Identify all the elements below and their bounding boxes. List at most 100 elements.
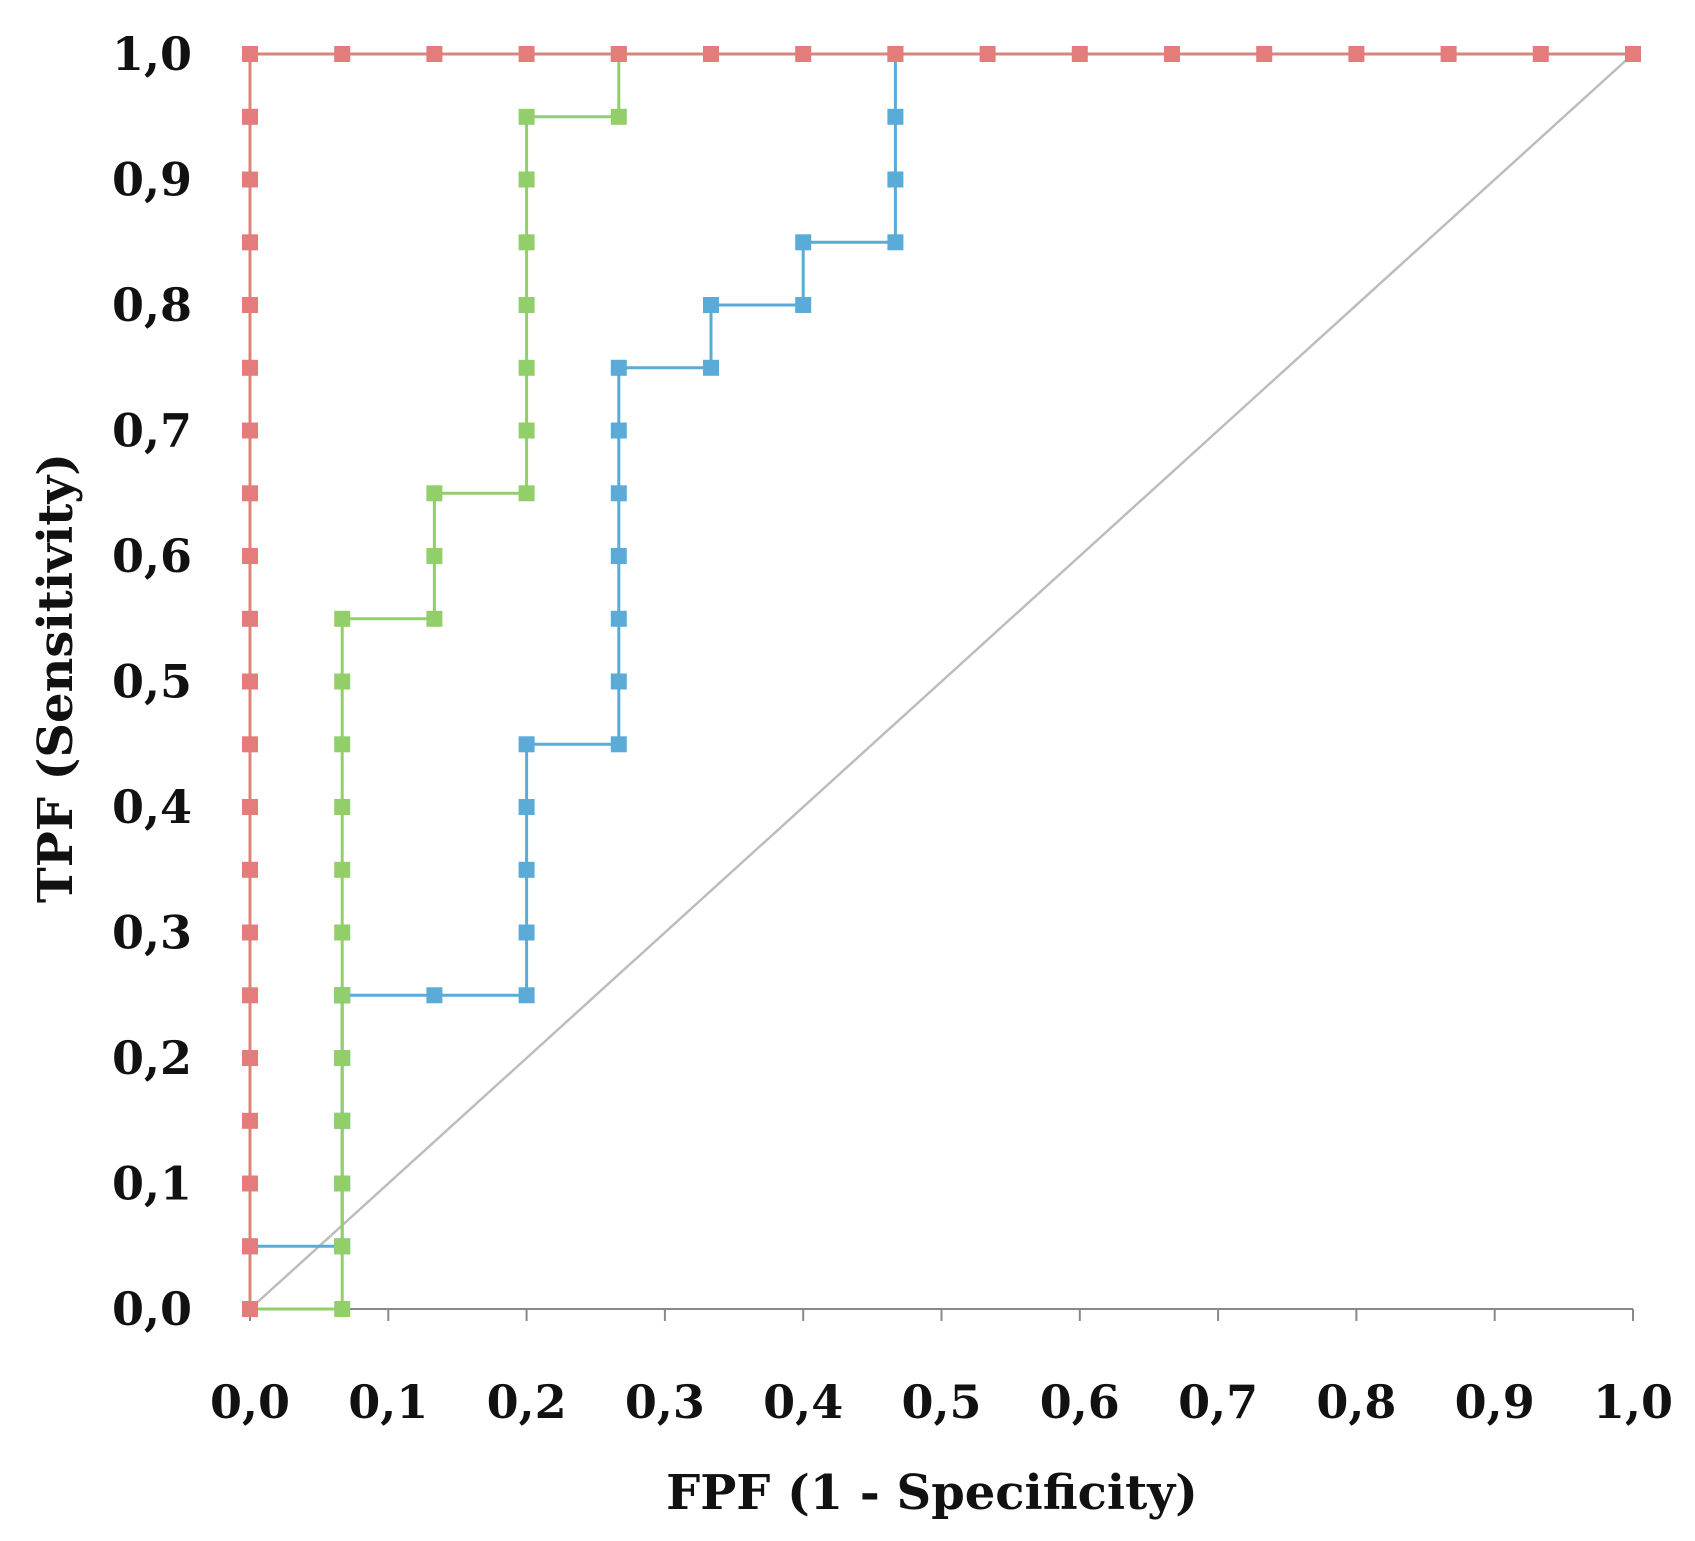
- series-point-green: [334, 1238, 351, 1255]
- series-point-green: [334, 1175, 351, 1192]
- x-tick-label: 0,7: [1178, 1375, 1258, 1429]
- series-point-red: [610, 46, 627, 62]
- series-point-green: [334, 1301, 351, 1317]
- series-point-green: [518, 359, 535, 376]
- y-tick-label: 1,0: [112, 27, 192, 81]
- series-point-red: [242, 736, 258, 753]
- series-point-blue: [887, 234, 904, 251]
- y-tick-label: 0,5: [112, 655, 192, 709]
- y-tick-label: 0,4: [112, 780, 192, 834]
- series-point-red: [979, 46, 996, 62]
- series-point-red: [242, 422, 258, 439]
- series-point-green: [518, 234, 535, 251]
- series-point-red: [242, 987, 258, 1004]
- tick-labels: 0,0 0,1 0,2 0,3 0,4 0,5 0,6 0,7 0,8 0,9 1,0 0,0 0,1 0…: [112, 27, 1673, 1429]
- series-point-red: [242, 610, 258, 627]
- series-point-red: [242, 548, 258, 564]
- x-tick-label: 0,8: [1316, 1375, 1396, 1429]
- series-line-red: [248, 52, 1633, 1309]
- series-point-blue: [610, 610, 627, 627]
- series-point-blue: [703, 297, 719, 313]
- y-tick-label: 0,9: [112, 153, 192, 207]
- x-tick-label: 0,1: [348, 1375, 428, 1429]
- axes: [249, 54, 1634, 1321]
- series-point-red: [242, 799, 258, 815]
- series-point-blue: [610, 422, 627, 439]
- series-point-blue: [610, 359, 627, 376]
- series-point-red: [242, 861, 258, 878]
- series-point-red: [242, 1301, 258, 1317]
- y-axis-title: TPF (Sensitivity): [28, 453, 84, 903]
- series-point-blue: [518, 799, 535, 815]
- series-point-red: [1440, 46, 1457, 62]
- series-point-blue: [518, 924, 535, 941]
- series-point-red: [887, 46, 904, 62]
- series-point-blue: [610, 485, 627, 502]
- series-point-red: [242, 359, 258, 376]
- series-point-red: [426, 46, 443, 62]
- series-point-red: [242, 924, 258, 941]
- series-point-red: [242, 171, 258, 188]
- series-point-blue: [795, 297, 812, 313]
- series-point-red: [703, 46, 719, 62]
- x-tick-label: 1,0: [1593, 1375, 1673, 1429]
- series-point-green: [426, 485, 443, 502]
- series-point-red: [242, 673, 258, 690]
- x-tick-label: 0,2: [487, 1375, 567, 1429]
- series-point-blue: [426, 987, 443, 1004]
- series-point-blue: [703, 359, 719, 376]
- series-point-green: [426, 610, 443, 627]
- x-tick-label: 0,9: [1455, 1375, 1535, 1429]
- series-point-green: [518, 108, 535, 125]
- x-tick-label: 0,5: [901, 1375, 981, 1429]
- series-point-green: [334, 1050, 351, 1066]
- y-tick-label: 0,6: [112, 529, 192, 583]
- x-tick-label: 0,0: [210, 1375, 290, 1429]
- series-point-green: [334, 924, 351, 941]
- series-point-green: [334, 1112, 351, 1129]
- series-point-blue: [887, 171, 904, 188]
- series-point-green: [426, 548, 443, 564]
- series-point-green: [334, 610, 351, 627]
- series-point-blue: [518, 736, 535, 753]
- series-point-red: [242, 297, 258, 313]
- series-point-green: [518, 297, 535, 313]
- series-point-green: [334, 861, 351, 878]
- series-point-red: [1532, 46, 1549, 62]
- y-tick-label: 0,7: [112, 404, 192, 458]
- x-axis-title: FPF (1 - Specificity): [666, 1465, 1198, 1521]
- series-layer: [242, 46, 1641, 1317]
- series-point-red: [242, 485, 258, 502]
- series-point-red: [1256, 46, 1273, 62]
- series-point-green: [610, 108, 627, 125]
- x-tick-label: 0,4: [763, 1375, 843, 1429]
- y-tick-label: 0,2: [112, 1031, 192, 1085]
- y-tick-label: 0,1: [112, 1157, 192, 1211]
- series-point-blue: [795, 234, 812, 251]
- y-tick-label: 0,8: [112, 278, 192, 332]
- series-point-red: [242, 1175, 258, 1192]
- series-point-red: [1625, 46, 1641, 62]
- series-point-blue: [610, 673, 627, 690]
- y-tick-label: 0,0: [112, 1282, 192, 1336]
- y-tick-label: 0,3: [112, 906, 192, 960]
- series-point-red: [334, 46, 351, 62]
- series-point-red: [242, 234, 258, 251]
- series-point-blue: [518, 987, 535, 1004]
- series-point-green: [334, 987, 351, 1004]
- series-point-red: [242, 1050, 258, 1066]
- series-point-green: [518, 171, 535, 188]
- series-point-red: [242, 1112, 258, 1129]
- series-point-green: [334, 673, 351, 690]
- x-tick-label: 0,3: [625, 1375, 705, 1429]
- series-point-red: [1164, 46, 1180, 62]
- series-point-green: [334, 736, 351, 753]
- series-point-blue: [610, 548, 627, 564]
- series-point-green: [334, 799, 351, 815]
- series-point-red: [1348, 46, 1365, 62]
- series-point-blue: [887, 108, 904, 125]
- series-point-blue: [518, 861, 535, 878]
- series-point-red: [518, 46, 535, 62]
